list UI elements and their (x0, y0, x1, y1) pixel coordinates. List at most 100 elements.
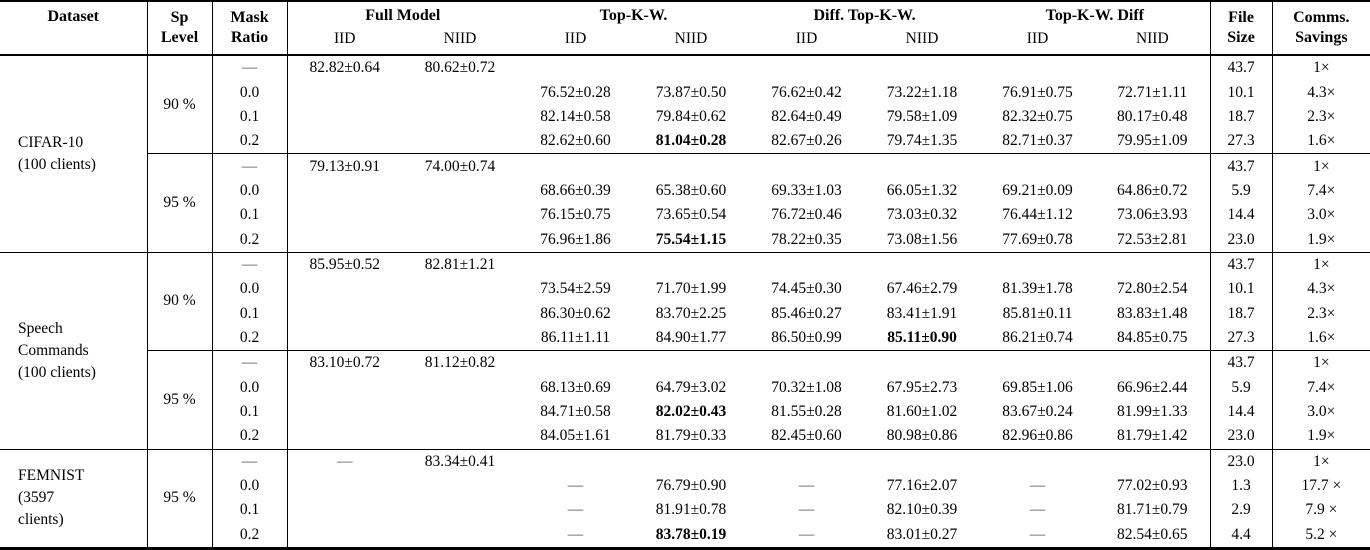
file-size: 14.4 (1209, 203, 1273, 228)
metric-value: 80.62±0.72 (424, 59, 496, 77)
metric-value: 83.10±0.72 (287, 350, 402, 376)
table-header: Dataset Sp Level Mask Ratio Full Model T… (0, 1, 1370, 55)
metric-value: 79.74±1.35 (886, 132, 958, 150)
header-comms-savings: Comms. Savings (1272, 1, 1370, 55)
comms-savings: 3.0× (1307, 403, 1336, 420)
metric-value (980, 350, 1096, 376)
metric-value: — (287, 448, 402, 474)
metric-value: 76.91±0.75 (1002, 83, 1073, 101)
table-row: 0.2 76.96±1.86 75.54±1.15 78.22±0.35 73.08±1… (0, 227, 1370, 253)
metric-value: 86.11±1.11 (540, 328, 611, 346)
metric-value (518, 251, 634, 278)
metric-value: 81.04±0.28 (655, 132, 727, 150)
metric-value (980, 55, 1095, 80)
metric-value (749, 55, 864, 80)
header-file-line2: Size (1227, 29, 1255, 46)
header-group-row: Dataset Sp Level Mask Ratio Full Model T… (0, 1, 1370, 55)
metric-value: 81.91±0.78 (655, 501, 727, 519)
metric-value (864, 55, 980, 80)
header-sub-row: IID NIID IID NIID IID NIID IID NIID (0, 29, 1370, 55)
metric-value: 68.13±0.69 (540, 378, 611, 396)
metric-value: — (798, 477, 815, 495)
table-row: 95 % —79.13±0.91 74.00±0.74 43.7 1× (0, 153, 1370, 253)
file-size: 18.7 (1209, 104, 1273, 130)
metric-value: 79.58±1.09 (886, 107, 958, 125)
metric-value: 84.71±0.58 (540, 403, 611, 420)
dataset-name: FEMNIST (3597 clients) (0, 448, 148, 549)
table-row: 0.1 76.15±0.75 73.65±0.54 76.72±0.46 73.03±0… (0, 203, 1370, 228)
metric-value: 64.86±0.72 (1117, 181, 1188, 199)
metric-value (287, 523, 402, 549)
header-sp-level: Sp Level (147, 1, 213, 55)
metric-value (633, 153, 750, 179)
metric-value (287, 326, 402, 351)
metric-value: 81.99±1.33 (1117, 403, 1188, 420)
metric-value (749, 350, 865, 376)
metric-value: 82.67±0.26 (771, 132, 842, 150)
metric-value (402, 227, 518, 252)
metric-value (749, 153, 865, 179)
comms-savings: 4.3× (1307, 280, 1336, 298)
file-size: 5.9 (1209, 178, 1273, 204)
table-row: 0.2 82.62±0.60 81.04±0.28 82.67±0.26 79.74±1… (0, 129, 1370, 154)
metric-value (518, 153, 634, 179)
metric-value (980, 448, 1096, 474)
metric-value: 69.33±1.03 (771, 181, 842, 199)
metric-value: 85.81±0.11 (1002, 304, 1073, 322)
metric-value: 81.60±1.02 (886, 403, 958, 420)
header-file-line1: File (1228, 9, 1254, 26)
metric-value (402, 203, 518, 227)
table-row: 0.1 86.30±0.62 83.70±2.25 85.46±0.27 83.41±1… (0, 301, 1370, 326)
metric-value: 86.50±0.99 (771, 328, 842, 346)
metric-value: 86.30±0.62 (540, 304, 611, 322)
table-row: 95 % —83.10±0.72 81.12±0.82 43.7 1× (0, 350, 1370, 450)
sp-level: 95 % (147, 153, 213, 253)
mask-ratio: 0.2 (212, 129, 288, 154)
metric-value: 64.79±3.02 (655, 378, 727, 396)
metric-value: 83.67±0.24 (1002, 403, 1073, 420)
metric-value: 73.65±0.54 (655, 206, 727, 224)
header-full-niid: NIID (443, 30, 477, 47)
comms-savings: 1× (1272, 153, 1370, 179)
metric-value (287, 424, 402, 449)
metric-value: 76.79±0.90 (655, 477, 727, 495)
sp-level: 95 % (147, 350, 213, 450)
dataset-name: CIFAR-10 (100 clients) (0, 55, 148, 253)
comms-savings: 2.3× (1307, 107, 1336, 125)
metric-value: 73.03±0.32 (886, 206, 958, 224)
metric-value: 74.45±0.30 (771, 280, 842, 298)
comms-savings: 1.6× (1307, 328, 1336, 346)
header-topkwdiff-iid: IID (1026, 30, 1049, 47)
metric-value: 82.14±0.58 (540, 107, 611, 125)
table-row: 0.0 68.66±0.39 65.38±0.60 69.33±1.03 66.05±1… (0, 178, 1370, 204)
metric-value: 80.17±0.48 (1117, 107, 1188, 125)
metric-value: 73.06±3.93 (1117, 206, 1188, 224)
metric-value: 83.34±0.41 (402, 448, 519, 474)
header-sp-line1: Sp (170, 9, 189, 26)
sp-level: 90 % (147, 55, 213, 154)
comms-savings: 17.7 × (1301, 477, 1342, 495)
metric-value: — (567, 501, 584, 519)
metric-value (287, 498, 402, 522)
metric-value: 83.01±0.27 (886, 525, 958, 543)
comms-savings: 7.9 × (1305, 501, 1338, 519)
metric-value (287, 179, 402, 203)
metric-value (287, 105, 402, 129)
metric-value: 70.32±1.08 (771, 378, 842, 396)
metric-value: 82.32±0.75 (1002, 107, 1073, 125)
sp-level: 95 % (147, 448, 213, 549)
metric-value: 67.95±2.73 (886, 378, 958, 396)
metric-value: 73.08±1.56 (886, 230, 958, 248)
mask-ratio: 0.0 (212, 277, 288, 302)
metric-value: 83.83±1.48 (1117, 304, 1188, 322)
metric-value (402, 326, 518, 351)
header-group-topkw-diff: Top-K-W. Diff (1045, 6, 1144, 24)
metric-value: 80.98±0.86 (886, 427, 958, 445)
metric-value: 82.62±0.60 (540, 132, 611, 150)
file-size: 43.7 (1209, 55, 1273, 81)
comms-savings: 7.4× (1307, 378, 1336, 396)
metric-value (287, 277, 402, 301)
metric-value: 82.02±0.43 (655, 403, 727, 420)
metric-value: 82.45±0.60 (771, 427, 842, 445)
comms-savings: 5.2 × (1305, 525, 1338, 543)
